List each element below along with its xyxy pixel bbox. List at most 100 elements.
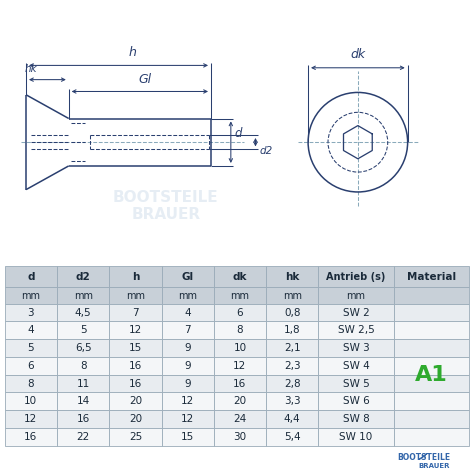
Bar — [5, 392, 57, 410]
Text: dk: dk — [233, 272, 247, 282]
Text: 16: 16 — [129, 379, 142, 389]
Bar — [109, 410, 162, 428]
Text: SW 5: SW 5 — [343, 379, 369, 389]
Text: 9: 9 — [184, 379, 191, 389]
Text: 4: 4 — [184, 308, 191, 318]
Bar — [162, 392, 214, 410]
Text: 8: 8 — [237, 325, 243, 336]
Bar — [162, 339, 214, 357]
Text: Gl: Gl — [138, 73, 151, 86]
Text: h: h — [129, 46, 137, 59]
Bar — [5, 410, 57, 428]
Bar — [162, 304, 214, 321]
Text: 7: 7 — [184, 325, 191, 336]
Bar — [162, 266, 214, 287]
Bar — [394, 357, 469, 374]
Text: 5: 5 — [27, 343, 34, 353]
Text: Antrieb (s): Antrieb (s) — [326, 272, 386, 282]
Text: 7: 7 — [132, 308, 139, 318]
Bar — [162, 287, 214, 304]
Text: 16: 16 — [76, 414, 90, 424]
Bar — [5, 374, 57, 392]
Bar — [266, 410, 319, 428]
Bar — [214, 410, 266, 428]
Text: 25: 25 — [129, 432, 142, 442]
Text: SW 10: SW 10 — [339, 432, 373, 442]
Text: 14: 14 — [76, 396, 90, 406]
Bar — [394, 304, 469, 321]
Text: 5,4: 5,4 — [284, 432, 301, 442]
Text: 20: 20 — [129, 396, 142, 406]
Text: 6: 6 — [27, 361, 34, 371]
Bar — [162, 321, 214, 339]
Text: 6: 6 — [237, 308, 243, 318]
Bar — [394, 410, 469, 428]
Bar — [5, 304, 57, 321]
Text: mm: mm — [283, 291, 301, 301]
Bar — [109, 321, 162, 339]
Bar — [109, 339, 162, 357]
Text: h: h — [132, 272, 139, 282]
Text: 15: 15 — [181, 432, 194, 442]
Bar — [57, 428, 109, 446]
Bar — [57, 287, 109, 304]
Bar — [266, 287, 319, 304]
Text: BRAUER: BRAUER — [419, 463, 450, 469]
Text: 12: 12 — [181, 414, 194, 424]
Bar — [319, 339, 394, 357]
Bar — [162, 410, 214, 428]
Bar — [214, 287, 266, 304]
Text: 20: 20 — [129, 414, 142, 424]
Bar — [266, 339, 319, 357]
Text: 9: 9 — [184, 361, 191, 371]
Text: 16: 16 — [129, 361, 142, 371]
Bar — [109, 428, 162, 446]
Bar — [162, 428, 214, 446]
Bar — [394, 428, 469, 446]
Text: 4: 4 — [27, 325, 34, 336]
Bar — [319, 287, 394, 304]
Text: 2,8: 2,8 — [284, 379, 301, 389]
Bar — [109, 374, 162, 392]
Text: 12: 12 — [233, 361, 246, 371]
Bar — [266, 428, 319, 446]
Bar — [162, 374, 214, 392]
Bar — [319, 392, 394, 410]
Bar — [57, 392, 109, 410]
Bar — [5, 357, 57, 374]
Text: 0,8: 0,8 — [284, 308, 301, 318]
Bar — [319, 410, 394, 428]
Bar — [57, 374, 109, 392]
Text: 12: 12 — [24, 414, 37, 424]
Bar — [394, 266, 469, 287]
Text: SW 3: SW 3 — [343, 343, 369, 353]
Bar — [57, 266, 109, 287]
Bar — [319, 357, 394, 374]
Bar — [5, 321, 57, 339]
Text: 9: 9 — [184, 343, 191, 353]
Bar — [5, 266, 57, 287]
Bar — [266, 392, 319, 410]
Text: 4,5: 4,5 — [75, 308, 91, 318]
Bar — [109, 357, 162, 374]
Text: d2: d2 — [259, 146, 273, 156]
Text: mm: mm — [21, 291, 40, 301]
Bar — [214, 339, 266, 357]
Bar — [319, 374, 394, 392]
Text: 11: 11 — [76, 379, 90, 389]
Bar — [394, 339, 469, 357]
Text: 30: 30 — [233, 432, 246, 442]
Text: 12: 12 — [181, 396, 194, 406]
Bar — [214, 357, 266, 374]
Bar — [266, 374, 319, 392]
Text: SW 6: SW 6 — [343, 396, 369, 406]
Bar — [57, 339, 109, 357]
Text: 16: 16 — [24, 432, 37, 442]
Text: A1: A1 — [415, 365, 448, 385]
Bar — [214, 392, 266, 410]
Bar — [214, 374, 266, 392]
Bar — [57, 357, 109, 374]
Text: 12: 12 — [129, 325, 142, 336]
Bar — [214, 321, 266, 339]
Text: 24: 24 — [233, 414, 246, 424]
